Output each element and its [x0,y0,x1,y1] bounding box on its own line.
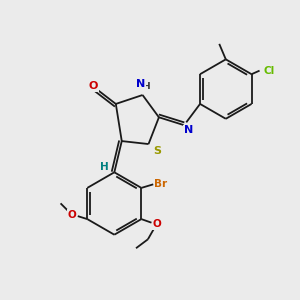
Text: N: N [184,125,193,135]
Text: H: H [100,162,108,172]
Text: H: H [142,82,149,91]
Text: O: O [89,81,98,91]
Text: Br: Br [154,179,167,189]
Text: O: O [68,210,76,220]
Text: N: N [136,79,146,89]
Text: O: O [152,220,161,230]
Text: S: S [153,146,161,156]
Text: Cl: Cl [264,66,275,76]
